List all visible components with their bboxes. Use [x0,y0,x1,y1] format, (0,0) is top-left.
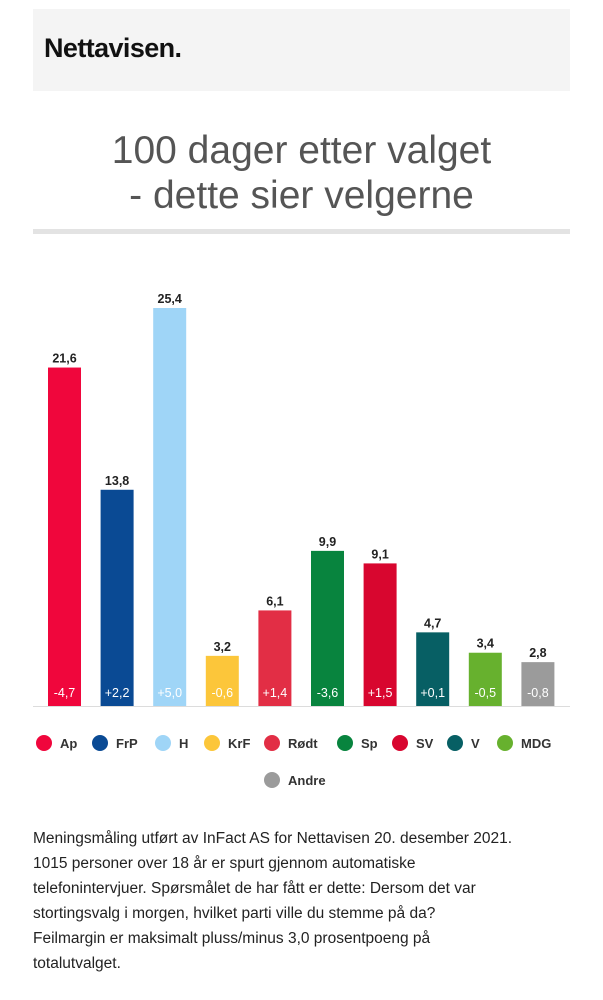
bar-change-label: -0,5 [475,686,497,700]
legend-swatch-frp [92,735,108,751]
nettavisen-logo[interactable]: Nettavisen. [44,33,182,63]
bar-value-label: 25,4 [158,292,182,306]
bar-change-label: -4,7 [54,686,76,700]
survey-note-line: Meningsmåling utført av InFact AS for Ne… [33,830,513,847]
bar-sp [311,550,344,706]
legend-label-sp: Sp [361,736,378,751]
bar-frp [100,489,134,706]
legend-swatch-sp [337,735,353,751]
survey-note-line: Feilmargin er maksimalt pluss/minus 3,0 … [33,930,431,947]
bar-change-label: +5,0 [157,686,182,700]
bar-andre [521,662,555,706]
legend-label-ap: Ap [60,736,77,751]
survey-note: Meningsmåling utført av InFact AS for Ne… [33,826,573,976]
legend-label-h: H [179,736,188,751]
bar-v [416,632,450,706]
bar-value-label: 9,1 [371,547,388,561]
bar-mdg [468,652,502,706]
bar-change-label: +0,1 [420,686,445,700]
survey-note-line: totalutvalget. [33,955,121,972]
legend-label-andre: Andre [288,773,326,788]
legend-swatch-sv [392,735,408,751]
bar-value-label: 3,2 [214,640,231,654]
bar-ap [48,367,81,706]
legend-label-v: V [471,736,480,751]
page-title-line-2: - dette sier velgerne [129,174,474,217]
legend-swatch-krf [204,735,220,751]
page-title-line-1: 100 dager etter valget [111,129,492,172]
bar-change-label: +1,5 [368,686,393,700]
legend-label-rødt: Rødt [288,736,318,751]
page-title: 100 dager etter valget - dette sier velg… [33,128,570,218]
bar-value-label: 21,6 [52,352,76,366]
bar-h [153,308,187,706]
bar-change-label: +2,2 [105,686,130,700]
survey-note-line: telefonintervjuer. Spørsmålet de har fåt… [33,880,476,897]
bar-change-label: -0,6 [212,686,234,700]
bar-value-label: 4,7 [424,616,441,630]
bar-change-label: +1,4 [263,686,288,700]
site-header: Nettavisen. [33,9,570,91]
legend-swatch-mdg [497,735,513,751]
legend-label-sv: SV [416,736,434,751]
legend-swatch-rødt [264,735,280,751]
bar-change-label: -3,6 [317,686,339,700]
bar-value-label: 2,8 [529,646,546,660]
bar-sv [363,563,397,706]
legend-label-krf: KrF [228,736,250,751]
survey-note-line: stortingsvalg i morgen, hvilket parti vi… [33,905,436,922]
legend-label-frp: FrP [116,736,138,751]
survey-note-line: 1015 personer over 18 år er spurt gjenno… [33,855,416,872]
bar-change-label: -0,8 [527,686,549,700]
title-divider [33,229,570,234]
bar-rødt [258,610,292,706]
legend-swatch-ap [36,735,52,751]
bar-chart: 21,6 -4,7 13,8 +2,2 25,4 +5,0 3,2 -0,6 6,1 +1,4 9,… [33,292,570,788]
bar-value-label: 3,4 [477,637,494,651]
bar-value-label: 9,9 [319,535,336,549]
legend-swatch-h [155,735,171,751]
bar-value-label: 6,1 [266,594,283,608]
bar-value-label: 13,8 [105,474,129,488]
legend-label-mdg: MDG [521,736,551,751]
legend-swatch-v [447,735,463,751]
legend-swatch-andre [264,772,280,788]
bar-krf [205,655,239,706]
